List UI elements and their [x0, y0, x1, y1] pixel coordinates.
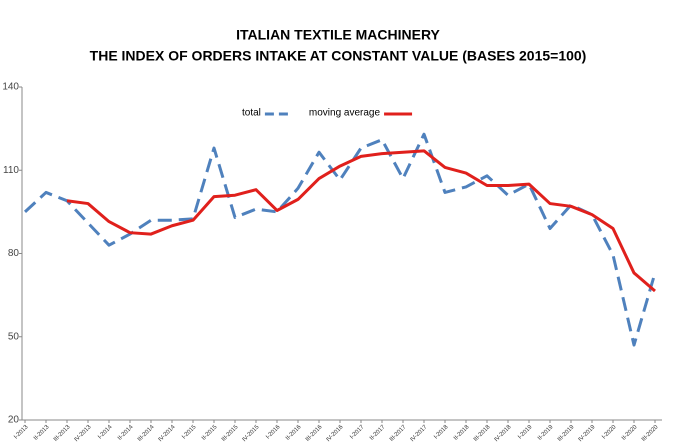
x-tick-label: III-2017: [389, 424, 408, 442]
x-tick-label: I-2014: [97, 424, 114, 441]
x-tick-label: IV-2015: [242, 424, 261, 442]
x-tick-label: IV-2019: [578, 424, 597, 442]
legend-label: total: [242, 108, 261, 119]
x-tick-label: II-2018: [453, 424, 471, 442]
series-line: [66, 149, 656, 293]
x-tick-label: I-2020: [601, 424, 618, 441]
x-tick-label: IV-2016: [326, 424, 345, 442]
x-tick-label: IV-2014: [158, 424, 177, 442]
x-tick-label: II-2015: [201, 424, 219, 442]
x-tick-label: I-2013: [13, 424, 30, 441]
x-tick-label: II-2013: [33, 424, 51, 442]
y-tick-label: 50: [8, 331, 20, 342]
y-tick-label: 140: [2, 82, 19, 93]
y-tick-label: 110: [3, 165, 19, 176]
x-tick-label: I-2017: [349, 424, 366, 441]
x-tick-label: I-2016: [265, 424, 282, 441]
x-tick-label: III-2014: [137, 424, 156, 442]
x-tick-label: III-2019: [557, 424, 576, 442]
x-tick-label: IV-2013: [74, 424, 93, 442]
x-tick-label: II-2017: [369, 424, 387, 442]
x-tick-label: II-2019: [537, 424, 555, 442]
x-tick-label: III-2018: [473, 424, 492, 442]
x-tick-label: III-2015: [221, 424, 240, 442]
x-tick-label: I-2019: [517, 424, 534, 441]
x-tick-label: I-2018: [433, 424, 450, 441]
x-tick-label: IV-2018: [494, 424, 513, 442]
x-tick-label: II-2014: [117, 424, 135, 442]
x-tick-label: II-2020: [621, 424, 639, 442]
legend-label: moving average: [309, 108, 381, 119]
y-tick-label: 80: [8, 248, 20, 259]
x-tick-label: III-2016: [305, 424, 324, 442]
y-tick-label: 20: [8, 415, 20, 426]
chart-title: ITALIAN TEXTILE MACHINERY: [236, 27, 440, 43]
x-tick-label: II-2016: [285, 424, 303, 442]
x-tick-label: I-2015: [181, 424, 198, 441]
chart-subtitle: THE INDEX OF ORDERS INTAKE AT CONSTANT V…: [90, 48, 587, 64]
x-tick-label: III-2013: [53, 424, 72, 442]
x-tick-label: III-2020: [641, 424, 660, 442]
x-tick-label: IV-2017: [410, 424, 429, 442]
